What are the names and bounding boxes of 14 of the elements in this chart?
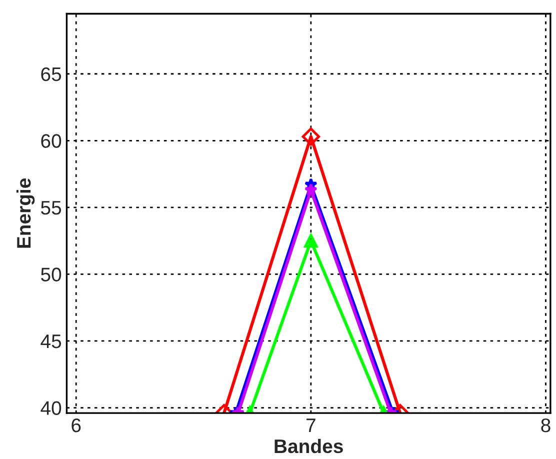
point — [302, 128, 320, 146]
y-axis-title: Energie — [16, 178, 35, 248]
x-axis-title: Bandes — [274, 438, 343, 454]
y-tick-label: 50 — [41, 268, 62, 282]
x-tick-label: 6 — [72, 418, 81, 432]
y-tick-label: 40 — [40, 401, 62, 415]
x-tick-label: 8 — [541, 418, 550, 432]
point — [304, 183, 318, 196]
y-tick-label: 45 — [40, 334, 62, 348]
y-tick-label: 55 — [41, 201, 62, 215]
y-tick-label: 65 — [41, 67, 62, 82]
point — [304, 234, 318, 248]
y-tick-label: 60 — [41, 134, 62, 148]
x-tick-label: 7 — [306, 418, 316, 432]
